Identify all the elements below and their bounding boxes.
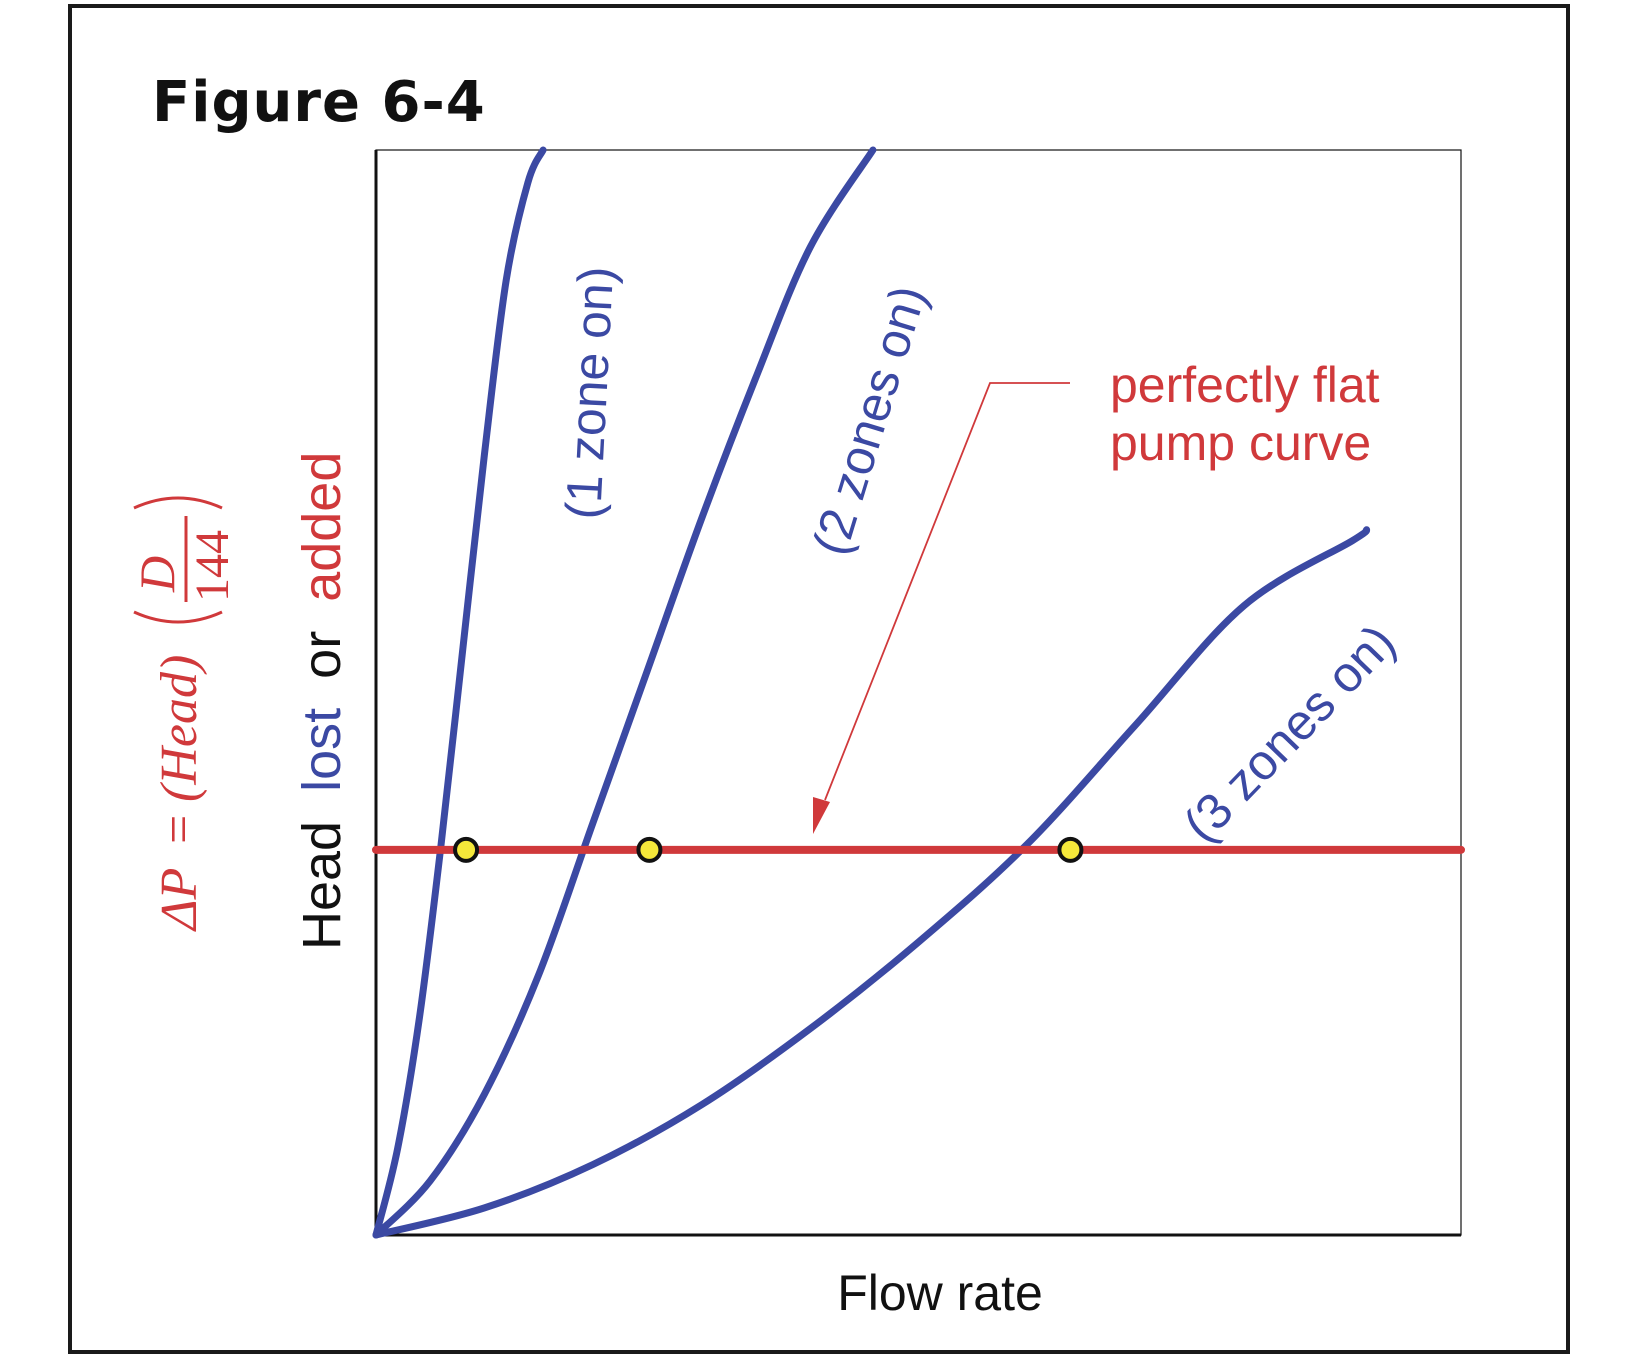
x-axis-label: Flow rate xyxy=(837,1265,1043,1321)
series-label-3-zones: (3 zones on) xyxy=(1173,614,1406,853)
annotation-arrowhead xyxy=(813,797,830,834)
system-curve-2 xyxy=(372,146,877,1239)
operating-point-1 xyxy=(453,836,480,863)
y-label-head: Head xyxy=(292,821,352,950)
y-label-or: or xyxy=(292,631,352,679)
formula-paren-left xyxy=(133,610,223,624)
series-label-2-zones: (2 zones on) xyxy=(802,279,937,561)
operating-point-2 xyxy=(636,836,663,863)
formula-paren-right xyxy=(133,496,223,510)
annotation-line-2: pump curve xyxy=(1110,415,1371,471)
y-axis-label: Head lost or added xyxy=(292,452,352,950)
series-layer xyxy=(372,146,1465,1239)
system-curve-1 xyxy=(372,146,547,1239)
formula-head: (Head) xyxy=(151,655,208,802)
operating-points xyxy=(453,836,1084,863)
operating-point-3 xyxy=(1057,836,1084,863)
pressure-formula: ΔP = (Head) D 144 xyxy=(129,496,239,932)
annotation-line-1: perfectly flat xyxy=(1110,357,1380,413)
y-label-lost: lost xyxy=(292,708,352,792)
system-curve-3 xyxy=(372,526,1371,1239)
annotation-leader-line xyxy=(824,382,1070,801)
figure-title: Figure 6-4 xyxy=(152,70,486,135)
series-label-1-zone: (1 zone on) xyxy=(555,265,624,521)
formula-numerator: D xyxy=(129,556,185,593)
formula-delta-p: ΔP xyxy=(151,868,208,932)
y-label-added: added xyxy=(292,452,352,602)
formula-equals: = xyxy=(151,815,208,844)
formula-denominator: 144 xyxy=(186,530,239,602)
